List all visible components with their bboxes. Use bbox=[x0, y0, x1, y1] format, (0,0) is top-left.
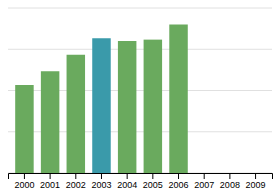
x-tick-label: 2006 bbox=[169, 180, 189, 190]
x-tick-mark bbox=[101, 173, 102, 179]
x-tick-label: 2008 bbox=[220, 180, 240, 190]
x-tick: 2003 bbox=[91, 173, 111, 190]
bar bbox=[169, 25, 187, 174]
x-tick-mark bbox=[204, 173, 205, 179]
x-axis-line bbox=[9, 174, 273, 180]
x-tick-mark bbox=[24, 173, 25, 179]
x-tick: 2002 bbox=[66, 173, 86, 190]
x-tick: 2009 bbox=[246, 173, 266, 190]
x-tick-mark bbox=[152, 173, 153, 179]
bar bbox=[92, 38, 110, 173]
x-tick: 2006 bbox=[169, 173, 189, 190]
x-axis: 2000 2001 2002 2003 2004 2005 2006 2007 2008 2009 bbox=[9, 173, 273, 190]
x-tick: 2004 bbox=[117, 173, 137, 190]
x-tick-mark bbox=[178, 173, 179, 179]
bar bbox=[118, 41, 136, 173]
x-tick-label: 2009 bbox=[246, 180, 266, 190]
grid bbox=[8, 8, 272, 173]
plot: 2000 2001 2002 2003 2004 2005 2006 2007 2008 2009 bbox=[8, 8, 273, 190]
x-tick-mark bbox=[50, 173, 51, 179]
bar bbox=[15, 85, 33, 173]
bar bbox=[41, 71, 59, 173]
x-tick-label: 2003 bbox=[91, 180, 111, 190]
x-tick-label: 2002 bbox=[66, 180, 86, 190]
bar bbox=[195, 173, 213, 174]
x-tick-label: 2001 bbox=[40, 180, 60, 190]
grid-line bbox=[8, 49, 272, 50]
x-tick: 2008 bbox=[220, 173, 240, 190]
x-tick-label: 2007 bbox=[194, 180, 214, 190]
x-tick: 2007 bbox=[194, 173, 214, 190]
bar bbox=[144, 40, 162, 173]
chart: 2000 2001 2002 2003 2004 2005 2006 2007 2008 2009 bbox=[0, 0, 280, 195]
x-tick-mark bbox=[75, 173, 76, 179]
grid-line bbox=[8, 8, 272, 9]
x-tick-label: 2005 bbox=[143, 180, 163, 190]
bar bbox=[67, 55, 85, 173]
x-tick-mark bbox=[229, 173, 230, 179]
x-tick-label: 2000 bbox=[14, 180, 34, 190]
x-tick: 2001 bbox=[40, 173, 60, 190]
x-tick-mark bbox=[127, 173, 128, 179]
bar bbox=[221, 173, 239, 174]
x-tick: 2005 bbox=[143, 173, 163, 190]
x-tick-mark bbox=[255, 173, 256, 179]
x-tick-label: 2004 bbox=[117, 180, 137, 190]
x-tick: 2000 bbox=[14, 173, 34, 190]
bars bbox=[15, 25, 188, 174]
bar bbox=[246, 173, 264, 174]
